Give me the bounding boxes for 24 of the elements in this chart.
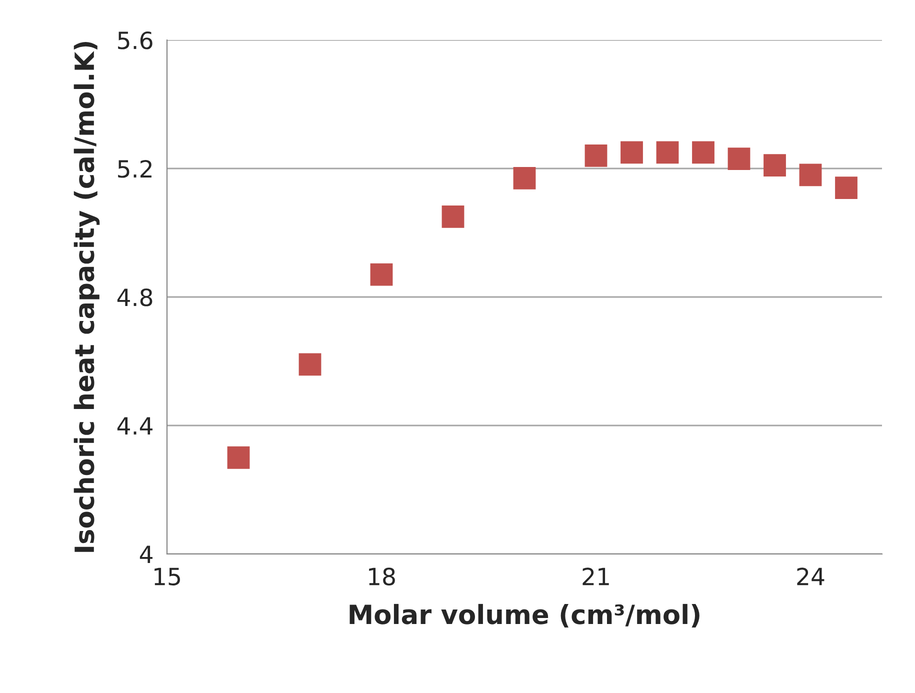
x-tick-label: 15 xyxy=(154,568,180,586)
x-tick-label: 21 xyxy=(582,568,609,586)
point xyxy=(227,446,250,469)
point xyxy=(656,141,679,164)
y-tick-label: 4.8 xyxy=(117,288,152,306)
point xyxy=(835,176,858,199)
x-axis-title: Molar volume (cm³/mol) xyxy=(350,604,700,628)
point xyxy=(692,141,714,164)
point xyxy=(799,164,822,186)
point xyxy=(764,154,786,176)
y-tick-label: 5.2 xyxy=(118,160,152,178)
point xyxy=(620,141,643,164)
y-axis-title: Isochoric heat capacity (cal/mol.K) xyxy=(74,42,100,552)
y-tick-label: 4 xyxy=(140,546,152,563)
x-tick-label: 24 xyxy=(797,568,824,586)
point xyxy=(442,205,464,228)
x-tick-label: 18 xyxy=(369,568,395,586)
point xyxy=(728,148,750,170)
point xyxy=(513,166,536,190)
y-tick-label: 5.6 xyxy=(118,31,152,50)
point xyxy=(370,263,393,286)
point xyxy=(584,144,608,167)
y-tick-label: 4.4 xyxy=(117,417,152,434)
point xyxy=(298,353,322,376)
